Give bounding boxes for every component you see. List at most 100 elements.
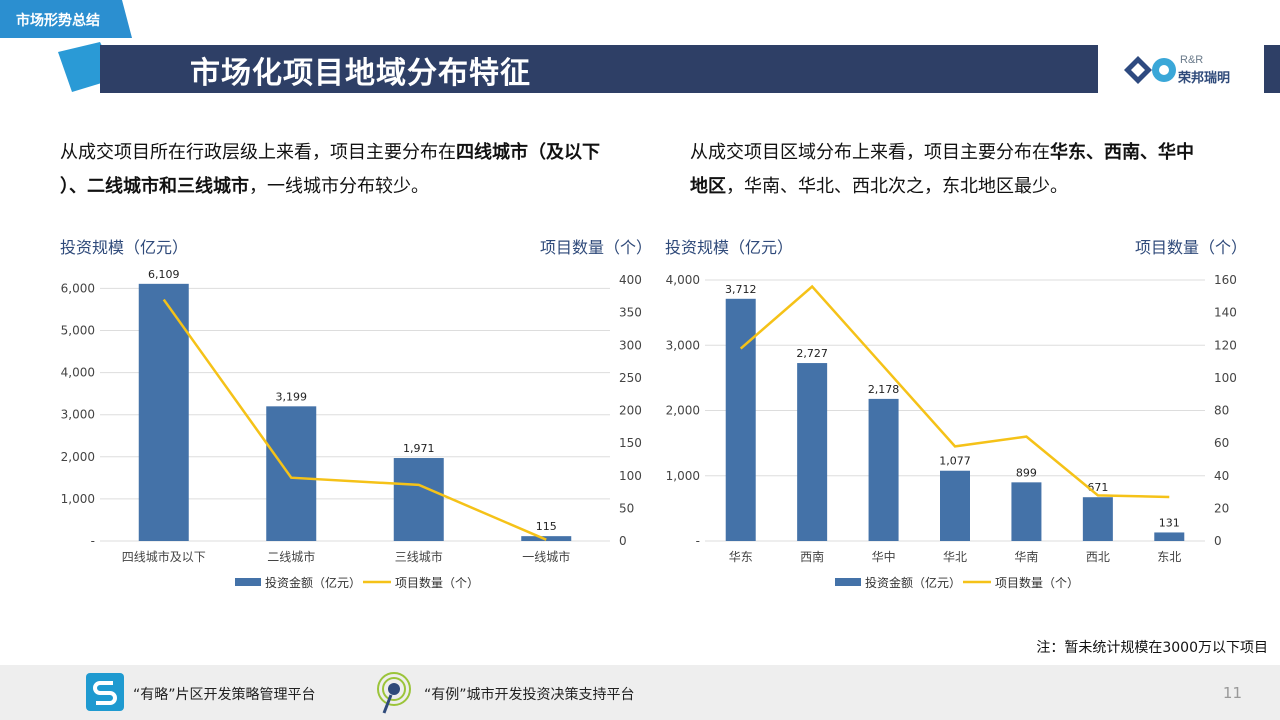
y2-tick-label: 400 [619, 273, 642, 287]
y2-tick-label: 200 [619, 404, 642, 418]
y-tick-label: 2,000 [61, 450, 95, 464]
right-summary-bold-2: 地区 [690, 176, 726, 197]
y-axis-title: 投资规模（亿元） [60, 238, 188, 257]
y2-tick-label: 150 [619, 436, 642, 450]
title-bar [0, 0, 1280, 93]
data-label: 899 [1016, 466, 1037, 479]
bar [1154, 532, 1185, 541]
y-tick-label: 3,000 [61, 408, 95, 422]
bar [940, 470, 970, 541]
chart-city-tier: 投资规模（亿元） 项目数量（个） - 1,000 2,000 3,000 4,000 5,00… [60, 238, 650, 590]
y2-tick-label: 20 [1214, 501, 1229, 515]
page-title: 市场化项目地域分布特征 [190, 56, 531, 91]
legend-bar-label: 投资金额（亿元） [865, 575, 961, 590]
data-label: 115 [536, 520, 557, 533]
section-tag: 市场形势总结 [16, 13, 100, 29]
left-summary-text-1: 从成交项目所在行政层级上来看，项目主要分布在 [60, 142, 456, 163]
y2-tick-label: 0 [1214, 534, 1222, 548]
chart-region: 投资规模（亿元） 项目数量（个） - 1,000 2,000 3,000 4,000 0 20 4… [665, 238, 1247, 590]
logo-text-en: R&R [1180, 54, 1204, 66]
platform-youlue-link[interactable]: “有略”片区开发策略管理平台 [133, 687, 316, 703]
y2-tick-label: 350 [619, 306, 642, 320]
x-tick-label: 西北 [1086, 550, 1110, 564]
left-summary-text-2: ，一线城市分布较少。 [249, 176, 429, 197]
data-label: 131 [1159, 516, 1180, 529]
y2-tick-label: 160 [1214, 273, 1237, 287]
x-tick-label: 二线城市 [267, 549, 315, 564]
x-tick-label: 西南 [800, 549, 824, 564]
data-label: 6,109 [148, 268, 180, 281]
x-tick-label: 华中 [872, 549, 896, 564]
y2-tick-label: 0 [619, 534, 627, 548]
y2-tick-label: 80 [1214, 404, 1229, 418]
y-tick-label: - [696, 534, 700, 548]
platform-youli-link[interactable]: “有例”城市开发投资决策支持平台 [424, 687, 635, 703]
legend-line-label: 项目数量（个） [995, 575, 1079, 590]
y-tick-label: 5,000 [61, 324, 95, 338]
youli-logo-icon[interactable] [374, 671, 414, 715]
y-tick-label: 4,000 [666, 273, 700, 287]
y2-tick-label: 140 [1214, 306, 1237, 320]
x-tick-label: 华北 [943, 550, 967, 564]
footnote: 注：暂未统计规模在3000万以下项目 [1036, 640, 1268, 656]
x-tick-label: 东北 [1157, 550, 1181, 564]
legend-bar-swatch [835, 578, 861, 586]
right-summary-bold-1: 华东、西南、华中 [1050, 142, 1194, 163]
data-label: 3,199 [276, 390, 308, 403]
left-summary: 从成交项目所在行政层级上来看，项目主要分布在四线城市（及以下 ）、二线城市和三线… [60, 136, 640, 204]
y2-tick-label: 50 [619, 501, 634, 515]
legend-line-label: 项目数量（个） [395, 575, 479, 590]
line-series [162, 298, 547, 541]
bar [797, 363, 828, 541]
youlue-logo-icon[interactable] [86, 673, 124, 711]
company-logo-icon [1124, 56, 1176, 84]
bar [266, 406, 317, 541]
right-summary: 从成交项目区域分布上来看，项目主要分布在华东、西南、华中 地区，华南、华北、西北… [690, 136, 1250, 204]
title-band [100, 45, 1098, 93]
x-tick-label: 一线城市 [522, 549, 570, 564]
data-label: 1,971 [403, 442, 435, 455]
legend-bar-swatch [235, 578, 261, 586]
left-summary-bold-2: ）、二线城市和三线城市 [60, 176, 249, 197]
y2-tick-label: 120 [1214, 338, 1237, 352]
data-label: 2,178 [868, 383, 900, 396]
bar [393, 458, 444, 541]
y-tick-label: 3,000 [666, 338, 700, 352]
bar [1011, 482, 1042, 541]
line-series [739, 284, 1170, 499]
y-tick-label: 4,000 [61, 366, 95, 380]
right-summary-text-2: ，华南、华北、西北次之，东北地区最少。 [726, 176, 1068, 197]
bar [138, 283, 189, 541]
y-tick-label: 6,000 [61, 281, 95, 295]
page-number: 11 [1222, 684, 1242, 702]
logo-text-cn: 荣邦瑞明 [1178, 71, 1231, 86]
data-label: 3,712 [725, 283, 757, 296]
legend-bar-label: 投资金额（亿元） [265, 575, 361, 590]
bar [868, 398, 899, 541]
y2-axis-title: 项目数量（个） [1135, 238, 1247, 257]
y-axis-title: 投资规模（亿元） [665, 238, 793, 257]
x-tick-label: 华南 [1014, 549, 1038, 564]
left-summary-bold-1: 四线城市（及以下 [456, 142, 600, 163]
bar [725, 298, 756, 541]
y-tick-label: 1,000 [666, 469, 700, 483]
x-tick-label: 四线城市及以下 [122, 549, 206, 564]
footer: “有略”片区开发策略管理平台 “有例”城市开发投资决策支持平台 11 [0, 665, 1280, 720]
y-tick-label: - [91, 534, 95, 548]
data-label: 1,077 [939, 455, 971, 468]
x-tick-label: 华东 [729, 550, 753, 564]
y2-axis-title: 项目数量（个） [540, 238, 650, 257]
title-band-end [1264, 45, 1280, 93]
bar [1082, 497, 1113, 541]
section-tag-bg [0, 0, 132, 38]
y-tick-label: 2,000 [666, 404, 700, 418]
y2-tick-label: 100 [619, 469, 642, 483]
data-label: 2,727 [796, 347, 828, 360]
y2-tick-label: 300 [619, 338, 642, 352]
y2-tick-label: 60 [1214, 436, 1229, 450]
y-tick-label: 1,000 [61, 492, 95, 506]
y2-tick-label: 40 [1214, 469, 1229, 483]
y2-tick-label: 250 [619, 371, 642, 385]
x-tick-label: 三线城市 [395, 549, 443, 564]
right-summary-text-1: 从成交项目区域分布上来看，项目主要分布在 [690, 142, 1050, 163]
